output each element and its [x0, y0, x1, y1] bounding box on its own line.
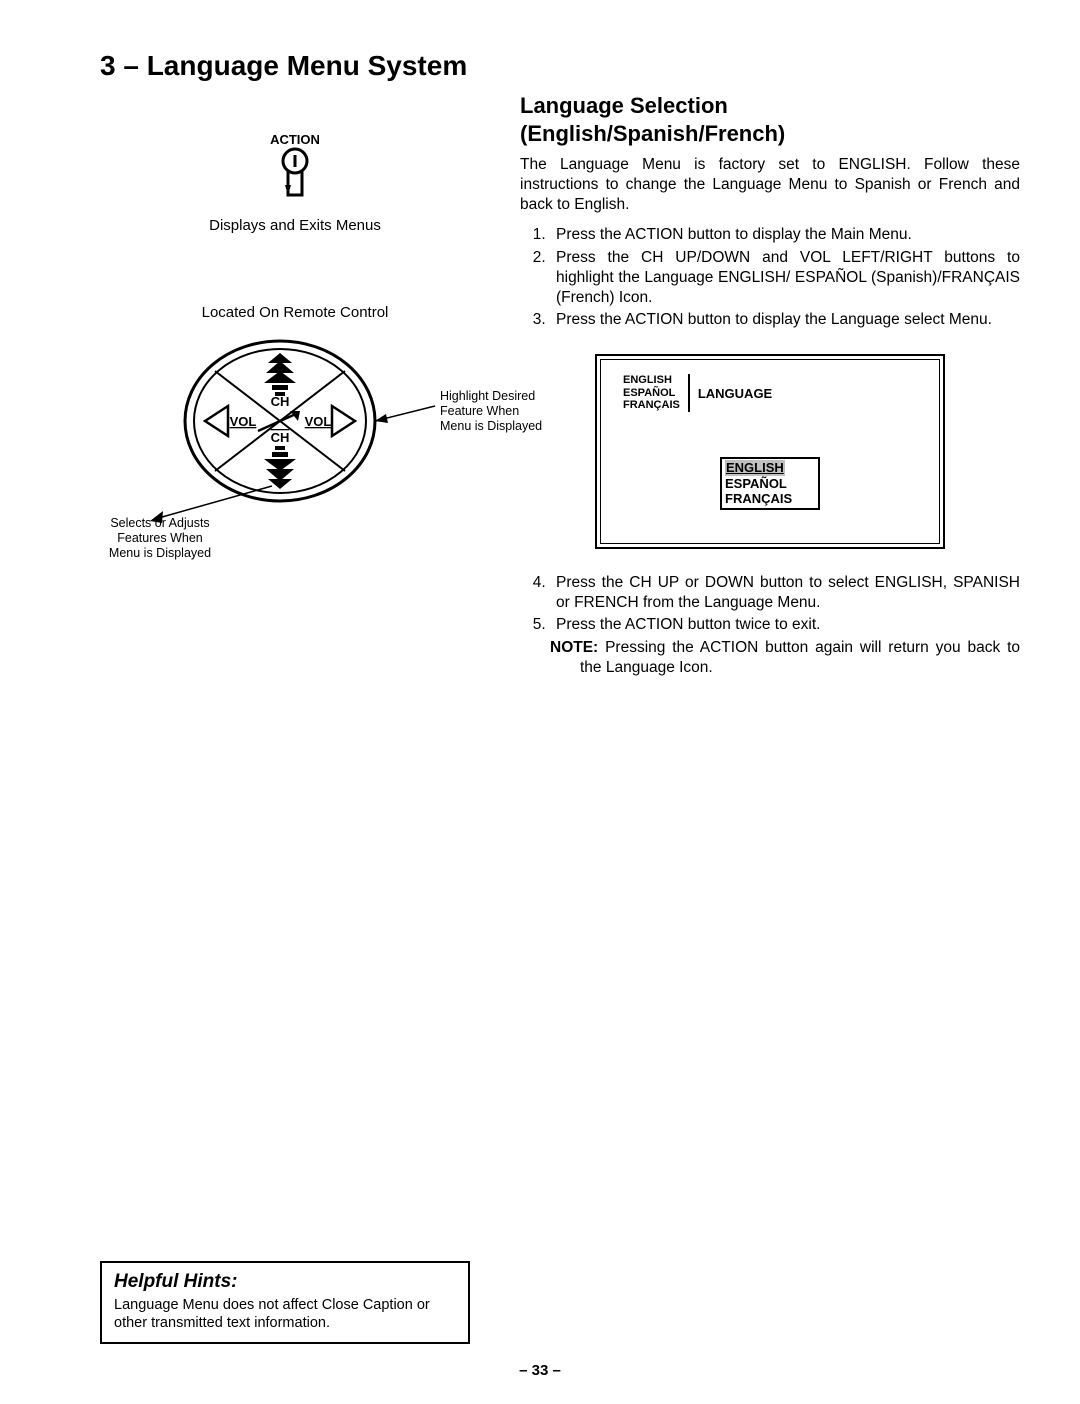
- menu-sel-english: ENGLISH: [725, 460, 785, 476]
- ch-label-bottom: CH: [271, 430, 290, 445]
- hints-title: Helpful Hints:: [114, 1271, 456, 1293]
- action-caption: Displays and Exits Menus: [100, 217, 490, 234]
- page-number: – 33 –: [519, 1362, 561, 1379]
- vol-label-left: VOL: [230, 414, 257, 429]
- intro-text: The Language Menu is factory set to ENGL…: [520, 155, 1020, 215]
- note-line: NOTE: Pressing the ACTION button again w…: [550, 638, 1020, 678]
- heading-line2: (English/Spanish/French): [520, 121, 785, 146]
- right-column: Language Selection (English/Spanish/Fren…: [520, 92, 1020, 678]
- remote-control-block: Located On Remote Control: [100, 304, 490, 561]
- hints-text: Language Menu does not affect Close Capt…: [114, 1296, 456, 1332]
- menu-list-espanol: ESPAÑOL: [623, 387, 680, 400]
- vol-label-right: VOL: [305, 414, 332, 429]
- remote-label-left-l2: Features When: [95, 531, 225, 546]
- note-label: NOTE:: [550, 639, 598, 656]
- remote-caption-top: Located On Remote Control: [100, 304, 490, 321]
- language-menu-screenshot: ENGLISH ESPAÑOL FRANÇAIS LANGUAGE ENGLIS…: [595, 354, 945, 549]
- helpful-hints-box: Helpful Hints: Language Menu does not af…: [100, 1261, 470, 1344]
- section-heading: Language Selection (English/Spanish/Fren…: [520, 92, 1020, 147]
- remote-label-right: Highlight Desired Feature When Menu is D…: [440, 389, 560, 434]
- two-column-layout: ACTION Displays and Exits Menus Located …: [100, 92, 1020, 678]
- menu-top-row: ENGLISH ESPAÑOL FRANÇAIS LANGUAGE: [623, 374, 917, 412]
- action-button-block: ACTION Displays and Exits Menus: [100, 132, 490, 234]
- remote-label-right-l3: Menu is Displayed: [440, 419, 560, 434]
- step-4: Press the CH UP or DOWN button to select…: [550, 573, 1020, 613]
- action-button-icon: [274, 147, 316, 202]
- menu-sel-francais: FRANÇAIS: [725, 491, 815, 507]
- menu-lang-list: ENGLISH ESPAÑOL FRANÇAIS: [623, 374, 690, 412]
- remote-label-left-l1: Selects or Adjusts: [95, 516, 225, 531]
- menu-select-box: ENGLISH ESPAÑOL FRANÇAIS: [720, 457, 820, 510]
- page-title: 3 – Language Menu System: [100, 50, 1020, 82]
- ch-label-top: CH: [271, 394, 290, 409]
- step-1: Press the ACTION button to display the M…: [550, 225, 1020, 245]
- step-5: Press the ACTION button twice to exit.: [550, 615, 1020, 635]
- left-column: ACTION Displays and Exits Menus Located …: [100, 92, 490, 678]
- menu-list-english: ENGLISH: [623, 374, 680, 387]
- heading-line1: Language Selection: [520, 93, 728, 118]
- remote-label-right-l2: Feature When: [440, 404, 560, 419]
- step-2: Press the CH UP/DOWN and VOL LEFT/RIGHT …: [550, 248, 1020, 308]
- step-3: Press the ACTION button to display the L…: [550, 310, 1020, 330]
- menu-list-francais: FRANÇAIS: [623, 399, 680, 412]
- steps-list-1: Press the ACTION button to display the M…: [520, 225, 1020, 330]
- steps-list-2: Press the CH UP or DOWN button to select…: [520, 573, 1020, 635]
- menu-title-language: LANGUAGE: [698, 386, 772, 401]
- remote-label-right-l1: Highlight Desired: [440, 389, 560, 404]
- remote-label-left-l3: Menu is Displayed: [95, 546, 225, 561]
- menu-sel-espanol: ESPAÑOL: [725, 476, 815, 492]
- note-text: Pressing the ACTION button again will re…: [580, 639, 1020, 676]
- action-label: ACTION: [100, 132, 490, 147]
- remote-label-left: Selects or Adjusts Features When Menu is…: [95, 516, 225, 561]
